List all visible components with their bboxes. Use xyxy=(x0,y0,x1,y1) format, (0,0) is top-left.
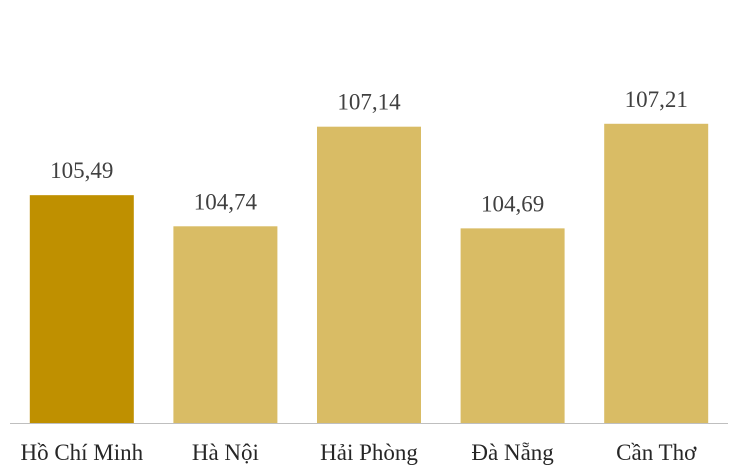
category-label-1: Hồ Chí Minh xyxy=(20,440,143,465)
category-labels-group: Hồ Chí Minh Hà Nội Hải Phòng Đà Nẵng Cần Thơ xyxy=(20,440,697,465)
category-label-4: Đà Nẵng xyxy=(471,440,554,465)
bar-2 xyxy=(173,226,278,423)
bar-5 xyxy=(604,123,709,423)
value-label-5: 107,21 xyxy=(625,87,688,112)
value-label-3: 107,14 xyxy=(337,90,401,115)
value-label-2: 104,74 xyxy=(194,189,258,214)
value-labels-group: 105,49 104,74 107,14 104,69 107,21 xyxy=(50,87,688,217)
value-label-4: 104,69 xyxy=(481,191,544,216)
bar-1 xyxy=(29,195,134,423)
category-label-2: Hà Nội xyxy=(192,440,259,465)
category-label-3: Hải Phòng xyxy=(320,440,418,465)
category-label-5: Cần Thơ xyxy=(616,440,697,465)
bars-group xyxy=(29,123,709,423)
value-label-1: 105,49 xyxy=(50,158,113,183)
bar-3 xyxy=(317,126,421,423)
bar-4 xyxy=(460,228,565,423)
